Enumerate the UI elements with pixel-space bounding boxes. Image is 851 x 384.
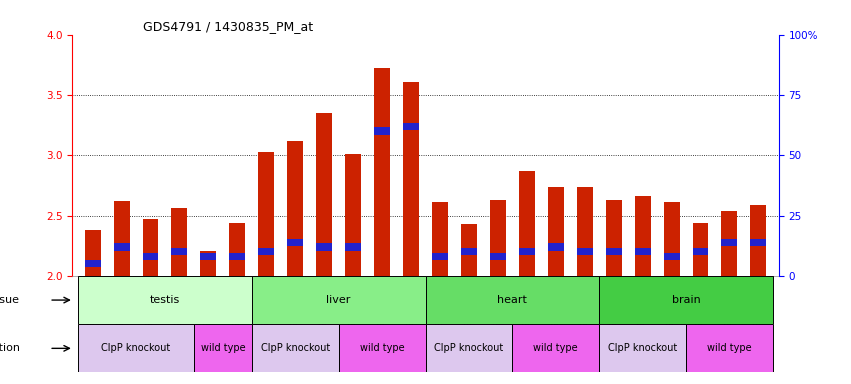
Text: wild type: wild type bbox=[201, 343, 245, 353]
Bar bbox=[519, 171, 534, 276]
Text: ClpP knockout: ClpP knockout bbox=[608, 343, 677, 353]
Text: ClpP knockout: ClpP knockout bbox=[434, 343, 504, 353]
Bar bbox=[599, 276, 773, 324]
Bar bbox=[599, 324, 686, 372]
Bar bbox=[664, 253, 679, 260]
Bar bbox=[230, 253, 245, 260]
Bar bbox=[686, 324, 773, 372]
Bar bbox=[635, 248, 650, 255]
Bar bbox=[722, 211, 738, 276]
Bar bbox=[577, 187, 592, 276]
Text: wild type: wild type bbox=[360, 343, 404, 353]
Bar bbox=[751, 205, 767, 276]
Bar bbox=[635, 196, 650, 276]
Bar bbox=[78, 324, 194, 372]
Bar bbox=[317, 243, 332, 251]
Text: heart: heart bbox=[497, 295, 528, 305]
Bar bbox=[172, 209, 187, 276]
Text: testis: testis bbox=[150, 295, 180, 305]
Text: tissue: tissue bbox=[0, 295, 20, 305]
Bar bbox=[252, 276, 426, 324]
Bar bbox=[606, 248, 621, 255]
Bar bbox=[693, 223, 709, 276]
Bar bbox=[512, 324, 599, 372]
Text: brain: brain bbox=[671, 295, 700, 305]
Bar bbox=[548, 243, 563, 251]
Bar bbox=[432, 202, 448, 276]
Bar bbox=[403, 82, 419, 276]
Bar bbox=[426, 324, 512, 372]
Bar bbox=[432, 253, 448, 260]
Bar bbox=[548, 187, 563, 276]
Text: GDS4791 / 1430835_PM_at: GDS4791 / 1430835_PM_at bbox=[143, 20, 313, 33]
Bar bbox=[317, 113, 332, 276]
Text: ClpP knockout: ClpP knockout bbox=[260, 343, 330, 353]
Bar bbox=[490, 200, 505, 276]
Bar bbox=[172, 248, 187, 255]
Bar bbox=[490, 253, 505, 260]
Bar bbox=[403, 122, 419, 130]
Bar bbox=[339, 324, 426, 372]
Text: liver: liver bbox=[327, 295, 351, 305]
Bar bbox=[751, 238, 767, 246]
Bar bbox=[84, 230, 100, 276]
Text: ClpP knockout: ClpP knockout bbox=[101, 343, 171, 353]
Bar bbox=[142, 219, 158, 276]
Bar bbox=[519, 248, 534, 255]
Bar bbox=[201, 253, 216, 260]
Bar bbox=[259, 248, 274, 255]
Bar bbox=[78, 276, 252, 324]
Bar bbox=[346, 154, 361, 276]
Bar bbox=[84, 260, 100, 268]
Bar bbox=[722, 238, 738, 246]
Bar bbox=[374, 127, 390, 135]
Bar bbox=[201, 251, 216, 276]
Bar bbox=[194, 324, 252, 372]
Bar bbox=[113, 201, 129, 276]
Bar bbox=[142, 253, 158, 260]
Bar bbox=[461, 224, 477, 276]
Bar bbox=[346, 243, 361, 251]
Bar bbox=[606, 200, 621, 276]
Bar bbox=[259, 152, 274, 276]
Text: genotype/variation: genotype/variation bbox=[0, 343, 20, 353]
Bar bbox=[426, 276, 599, 324]
Bar bbox=[461, 248, 477, 255]
Bar bbox=[577, 248, 592, 255]
Bar bbox=[113, 243, 129, 251]
Bar bbox=[693, 248, 709, 255]
Bar bbox=[374, 68, 390, 276]
Text: wild type: wild type bbox=[707, 343, 751, 353]
Text: wild type: wild type bbox=[534, 343, 578, 353]
Bar bbox=[288, 238, 303, 246]
Bar bbox=[664, 202, 679, 276]
Bar bbox=[288, 141, 303, 276]
Bar bbox=[230, 223, 245, 276]
Bar bbox=[252, 324, 339, 372]
